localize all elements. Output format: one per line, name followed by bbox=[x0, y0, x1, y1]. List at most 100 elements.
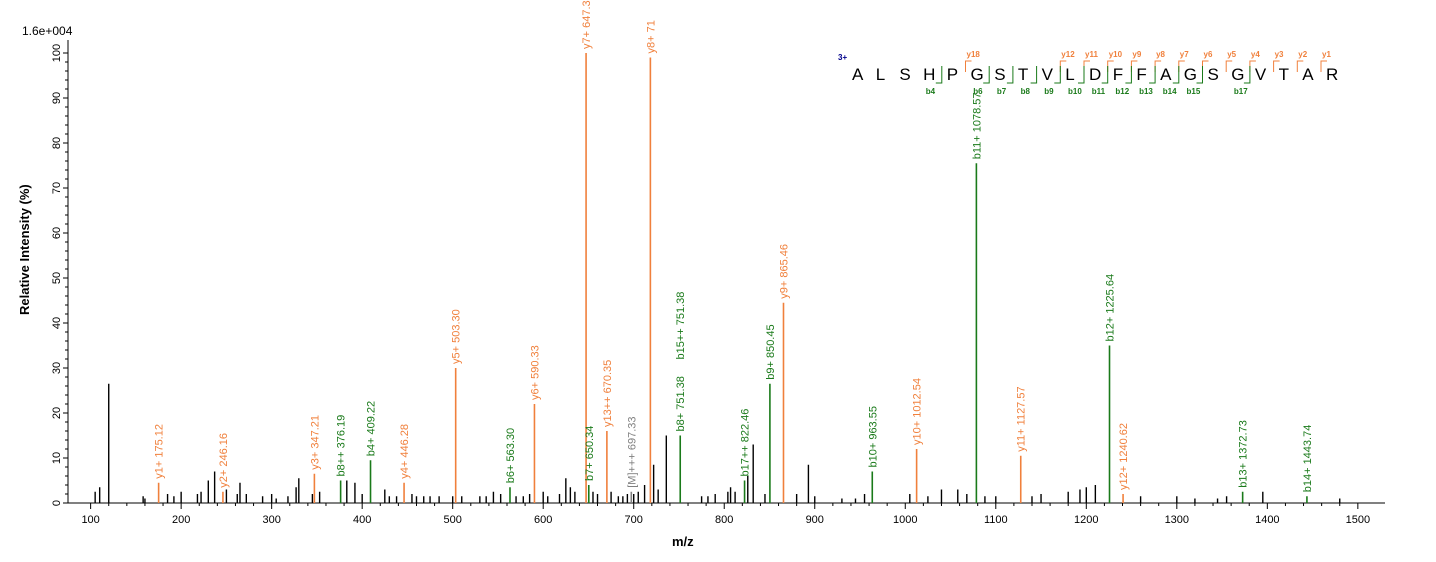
b-ion-label: b15 bbox=[1187, 87, 1201, 96]
b-ion-bracket bbox=[1243, 66, 1251, 84]
sequence-residue: G bbox=[971, 65, 984, 84]
y-ion-label: y8 bbox=[1156, 50, 1165, 59]
peak-label: y9+ 865.46 bbox=[778, 244, 790, 299]
y-tick-label: 20 bbox=[51, 407, 63, 419]
peak-label: b11+ 1078.57 bbox=[971, 92, 983, 159]
peak-label: y8+ 71 bbox=[645, 20, 657, 53]
y-ion-label: y6 bbox=[1204, 50, 1213, 59]
y-ion-label: y12 bbox=[1061, 50, 1075, 59]
y-tick-label: 70 bbox=[51, 182, 63, 194]
sequence-residue: S bbox=[994, 65, 1005, 84]
x-tick-label: 300 bbox=[262, 514, 280, 526]
sequence-residue: H bbox=[923, 65, 935, 84]
y-tick-label: 90 bbox=[51, 92, 63, 104]
sequence-residue: G bbox=[1231, 65, 1244, 84]
y-ion-label: y5 bbox=[1227, 50, 1236, 59]
x-tick-label: 900 bbox=[806, 514, 824, 526]
y-ion-label: y2 bbox=[1298, 50, 1307, 59]
x-tick-label: 400 bbox=[353, 514, 371, 526]
b-ion-bracket bbox=[935, 66, 943, 84]
y-ion-label: y9 bbox=[1132, 50, 1141, 59]
sequence-residue: T bbox=[1279, 65, 1289, 84]
peak-label: b4+ 409.22 bbox=[366, 401, 378, 456]
x-tick-label: 1400 bbox=[1255, 514, 1279, 526]
b-ion-bracket bbox=[1125, 66, 1132, 84]
b-ion-bracket bbox=[1078, 66, 1085, 84]
y-ion-label: y4 bbox=[1251, 50, 1260, 59]
y-ion-bracket bbox=[1320, 60, 1327, 72]
sequence-residue: A bbox=[852, 65, 864, 84]
b-ion-bracket bbox=[1101, 66, 1109, 84]
sequence-residue: F bbox=[1136, 65, 1146, 84]
y-ion-bracket bbox=[1225, 60, 1233, 72]
x-tick-label: 1100 bbox=[984, 514, 1008, 526]
x-tick-label: 200 bbox=[172, 514, 190, 526]
peak-label: y13++ 670.35 bbox=[602, 360, 614, 427]
y-ion-label: y10 bbox=[1109, 50, 1123, 59]
peak-label: y5+ 503.30 bbox=[451, 309, 463, 364]
peak-labels-layer: y1+ 175.12 y2+ 246.16 y3+ 347.21 b8++ 376.1… bbox=[154, 0, 1314, 492]
sequence-residue: R bbox=[1326, 65, 1338, 84]
sequence-residue: G bbox=[1184, 65, 1197, 84]
b-ion-bracket bbox=[1030, 66, 1038, 84]
sequence-residue: D bbox=[1089, 65, 1101, 84]
y-tick-label: 30 bbox=[51, 362, 63, 374]
b-ion-label: b8 bbox=[1021, 87, 1031, 96]
sequence-residue: S bbox=[899, 65, 910, 84]
y-ion-label: y18 bbox=[967, 50, 981, 59]
x-tick-label: 500 bbox=[444, 514, 462, 526]
b-ion-label: b14 bbox=[1163, 87, 1177, 96]
y-tick-label: 80 bbox=[51, 137, 63, 149]
b-ion-bracket bbox=[1149, 66, 1156, 84]
peak-label: b14+ 1443.74 bbox=[1302, 425, 1314, 493]
x-tick-label: 100 bbox=[81, 514, 99, 526]
peak-label: [M]+++ 697.33 bbox=[626, 417, 638, 488]
b-ion-bracket bbox=[1196, 66, 1203, 84]
peak-label: b7+ 650.34 bbox=[584, 426, 596, 481]
sequence-residue: S bbox=[1208, 65, 1219, 84]
b-ion-bracket bbox=[1006, 66, 1014, 84]
b-ion-label: b6 bbox=[973, 87, 983, 96]
peak-label: b9+ 850.45 bbox=[765, 324, 777, 379]
peaks-layer bbox=[94, 53, 1341, 503]
peak-label: y4+ 446.28 bbox=[399, 424, 411, 479]
b-ion-label: b4 bbox=[926, 87, 936, 96]
x-tick-label: 1300 bbox=[1165, 514, 1189, 526]
x-tick-label: 600 bbox=[534, 514, 552, 526]
y-ion-bracket bbox=[1273, 60, 1280, 72]
axes-layer: 0 10 20 30 40 50 60 70 80 90 100 100 200 300 400 500 600… bbox=[51, 40, 1385, 526]
x-tick-label: 1000 bbox=[893, 514, 917, 526]
y-tick-label: 50 bbox=[51, 272, 63, 284]
peak-label: b8+ 751.38 bbox=[675, 376, 687, 431]
y-tick-label: 10 bbox=[51, 452, 63, 464]
peak-label: y3+ 347.21 bbox=[309, 415, 321, 470]
y-tick-label: 60 bbox=[51, 227, 63, 239]
x-tick-label: 1200 bbox=[1074, 514, 1098, 526]
peak-label: b12+ 1225.64 bbox=[1105, 274, 1117, 342]
y-ion-label: y1 bbox=[1322, 50, 1331, 59]
b-ion-label: b11 bbox=[1092, 87, 1106, 96]
y-tick-label: 40 bbox=[51, 317, 63, 329]
sequence-residue: T bbox=[1018, 65, 1028, 84]
b-ion-label: b10 bbox=[1068, 87, 1082, 96]
peak-label: y6+ 590.33 bbox=[529, 345, 541, 400]
sequence-residue: A bbox=[1302, 65, 1314, 84]
sequence-residue: A bbox=[1160, 65, 1172, 84]
y-ion-bracket bbox=[965, 60, 972, 72]
b-ion-bracket bbox=[1054, 66, 1061, 84]
x-axis-title: m/z bbox=[672, 534, 694, 549]
x-tick-label: 1500 bbox=[1346, 514, 1370, 526]
b-ion-bracket bbox=[983, 66, 990, 84]
x-tick-label: 700 bbox=[625, 514, 643, 526]
sequence-residue: P bbox=[947, 65, 958, 84]
y-axis-title: Relative Intensity (%) bbox=[17, 184, 32, 315]
sequence-residue: V bbox=[1042, 65, 1054, 84]
peak-label: b6+ 563.30 bbox=[505, 428, 517, 483]
sequence-residue: V bbox=[1255, 65, 1267, 84]
b-ion-label: b9 bbox=[1044, 87, 1054, 96]
peak-label: y11+ 1127.57 bbox=[1016, 386, 1028, 451]
peak-label: y12+ 1240.62 bbox=[1118, 423, 1130, 490]
sequence-residue: L bbox=[1065, 65, 1074, 84]
sequence-residue: L bbox=[876, 65, 885, 84]
